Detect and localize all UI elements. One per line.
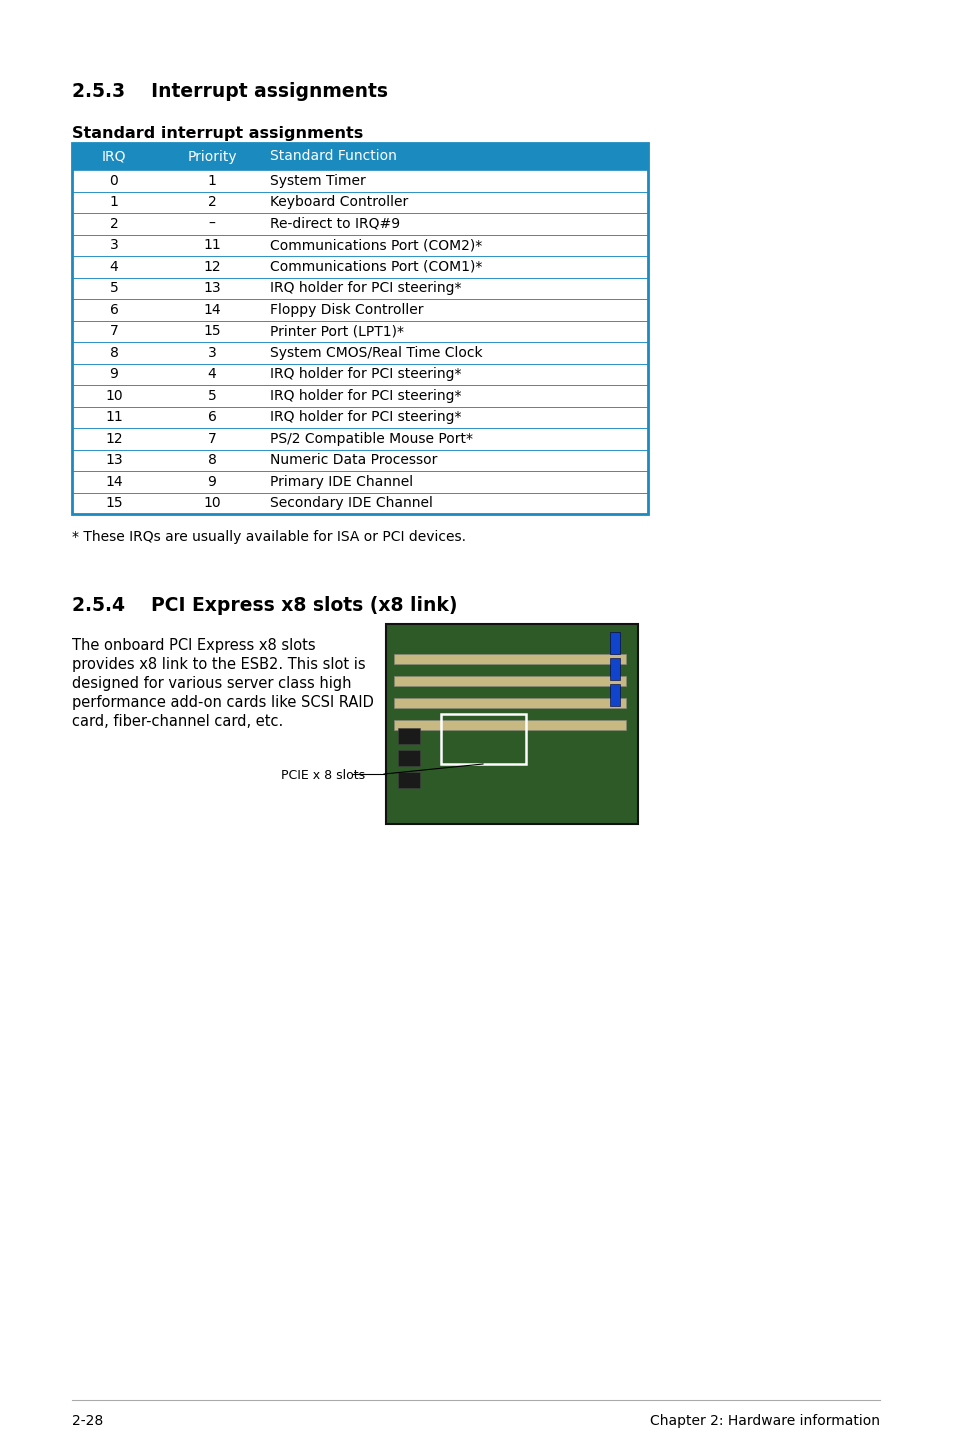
Text: PCIE x 8 slots: PCIE x 8 slots <box>281 769 365 782</box>
Text: card, fiber-channel card, etc.: card, fiber-channel card, etc. <box>71 715 283 729</box>
Text: 4: 4 <box>110 260 118 273</box>
Text: 9: 9 <box>208 475 216 489</box>
Bar <box>394 676 625 686</box>
Text: 2: 2 <box>110 217 118 230</box>
Text: IRQ: IRQ <box>102 150 126 164</box>
Text: –: – <box>209 217 215 230</box>
Bar <box>609 684 619 706</box>
Text: PS/2 Compatible Mouse Port*: PS/2 Compatible Mouse Port* <box>270 431 473 446</box>
Text: System CMOS/Real Time Clock: System CMOS/Real Time Clock <box>270 345 482 360</box>
Text: 15: 15 <box>203 324 220 338</box>
Text: performance add-on cards like SCSI RAID: performance add-on cards like SCSI RAID <box>71 695 374 710</box>
Text: 5: 5 <box>208 388 216 403</box>
Bar <box>71 385 647 407</box>
Text: Communications Port (COM2)*: Communications Port (COM2)* <box>270 239 482 252</box>
Bar <box>440 715 525 764</box>
Text: 10: 10 <box>105 388 123 403</box>
Text: IRQ holder for PCI steering*: IRQ holder for PCI steering* <box>270 410 461 424</box>
Text: 14: 14 <box>203 303 220 316</box>
Text: 2-28: 2-28 <box>71 1414 103 1428</box>
Text: 0: 0 <box>110 174 118 188</box>
Text: 2.5.3    Interrupt assignments: 2.5.3 Interrupt assignments <box>71 82 388 101</box>
Bar <box>71 170 647 191</box>
Text: 3: 3 <box>208 345 216 360</box>
Bar <box>386 624 638 824</box>
Text: 6: 6 <box>110 303 118 316</box>
Bar <box>71 299 647 321</box>
Text: Standard interrupt assignments: Standard interrupt assignments <box>71 127 363 141</box>
Bar <box>397 751 419 766</box>
Text: Chapter 2: Hardware information: Chapter 2: Hardware information <box>649 1414 879 1428</box>
Text: 1: 1 <box>208 174 216 188</box>
Text: 12: 12 <box>203 260 220 273</box>
Bar <box>71 213 647 234</box>
Text: 11: 11 <box>105 410 123 424</box>
Bar <box>71 492 647 513</box>
Text: IRQ holder for PCI steering*: IRQ holder for PCI steering* <box>270 282 461 295</box>
Bar <box>394 697 625 707</box>
Bar <box>71 142 647 170</box>
Bar <box>394 720 625 731</box>
Bar <box>609 631 619 654</box>
Text: Keyboard Controller: Keyboard Controller <box>270 196 408 210</box>
Text: The onboard PCI Express x8 slots: The onboard PCI Express x8 slots <box>71 638 315 653</box>
Bar <box>71 407 647 429</box>
Text: 2: 2 <box>208 196 216 210</box>
Bar <box>71 191 647 213</box>
Text: Standard Function: Standard Function <box>270 150 396 164</box>
Text: 3: 3 <box>110 239 118 252</box>
Text: 5: 5 <box>110 282 118 295</box>
Text: Primary IDE Channel: Primary IDE Channel <box>270 475 413 489</box>
Bar <box>71 256 647 278</box>
Text: 1: 1 <box>110 196 118 210</box>
Text: 2.5.4    PCI Express x8 slots (x8 link): 2.5.4 PCI Express x8 slots (x8 link) <box>71 595 457 615</box>
Text: 13: 13 <box>105 453 123 467</box>
Bar <box>71 278 647 299</box>
Bar <box>397 728 419 743</box>
Text: Floppy Disk Controller: Floppy Disk Controller <box>270 303 423 316</box>
Text: 13: 13 <box>203 282 220 295</box>
Text: Numeric Data Processor: Numeric Data Processor <box>270 453 436 467</box>
Bar <box>71 429 647 450</box>
Text: IRQ holder for PCI steering*: IRQ holder for PCI steering* <box>270 388 461 403</box>
Text: 15: 15 <box>105 496 123 510</box>
Text: provides x8 link to the ESB2. This slot is: provides x8 link to the ESB2. This slot … <box>71 657 365 672</box>
Text: 10: 10 <box>203 496 220 510</box>
Text: * These IRQs are usually available for ISA or PCI devices.: * These IRQs are usually available for I… <box>71 531 465 544</box>
Bar <box>71 472 647 492</box>
Bar <box>609 659 619 680</box>
Text: Priority: Priority <box>187 150 236 164</box>
Text: Secondary IDE Channel: Secondary IDE Channel <box>270 496 433 510</box>
Text: Printer Port (LPT1)*: Printer Port (LPT1)* <box>270 324 403 338</box>
Text: IRQ holder for PCI steering*: IRQ holder for PCI steering* <box>270 367 461 381</box>
Bar <box>71 321 647 342</box>
Text: 6: 6 <box>208 410 216 424</box>
Text: 9: 9 <box>110 367 118 381</box>
Text: 4: 4 <box>208 367 216 381</box>
Text: 8: 8 <box>208 453 216 467</box>
Bar <box>71 342 647 364</box>
Bar <box>397 772 419 788</box>
Text: 14: 14 <box>105 475 123 489</box>
Text: Re-direct to IRQ#9: Re-direct to IRQ#9 <box>270 217 399 230</box>
Text: 11: 11 <box>203 239 221 252</box>
Bar <box>394 654 625 664</box>
Text: designed for various server class high: designed for various server class high <box>71 676 351 692</box>
Text: 8: 8 <box>110 345 118 360</box>
Text: Communications Port (COM1)*: Communications Port (COM1)* <box>270 260 482 273</box>
Text: System Timer: System Timer <box>270 174 365 188</box>
Text: 12: 12 <box>105 431 123 446</box>
Text: 7: 7 <box>208 431 216 446</box>
Bar <box>71 234 647 256</box>
Text: 7: 7 <box>110 324 118 338</box>
Bar <box>71 142 647 513</box>
Bar <box>71 450 647 472</box>
Bar <box>71 364 647 385</box>
